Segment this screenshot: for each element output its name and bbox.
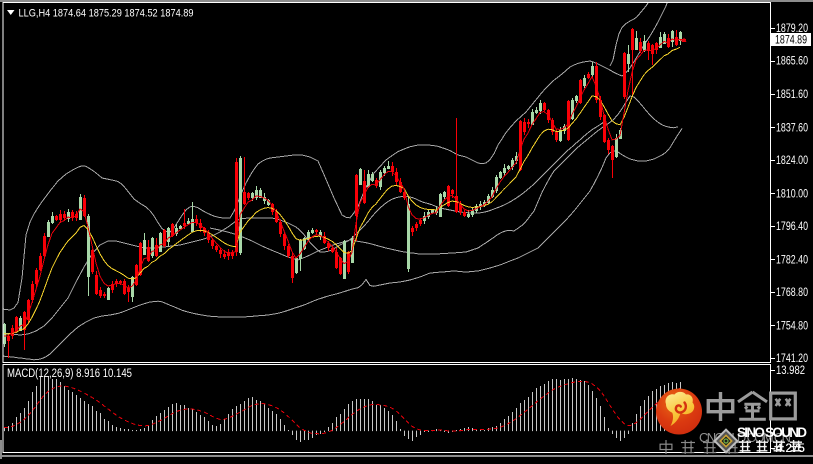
- svg-text:SINO SOUND: SINO SOUND: [737, 425, 807, 440]
- svg-text:1879.20: 1879.20: [776, 23, 808, 35]
- svg-text:LLG,H4 1874.64 1875.29 1874.5: LLG,H4 1874.64 1875.29 1874.52 1874.89: [19, 8, 194, 20]
- svg-text:1865.60: 1865.60: [776, 56, 808, 68]
- svg-text:1851.60: 1851.60: [776, 89, 808, 101]
- svg-text:-4.275: -4.275: [772, 443, 805, 455]
- svg-text:1810.00: 1810.00: [776, 189, 808, 201]
- svg-text:1768.80: 1768.80: [776, 287, 808, 299]
- svg-text:1874.89: 1874.89: [775, 35, 807, 47]
- svg-text:1782.40: 1782.40: [776, 255, 808, 267]
- svg-text:1824.00: 1824.00: [776, 155, 808, 167]
- svg-text:1796.40: 1796.40: [776, 221, 808, 233]
- svg-text:MACD(12,26,9) 8.916 10.145: MACD(12,26,9) 8.916 10.145: [7, 368, 132, 380]
- svg-text:13.982: 13.982: [776, 365, 805, 377]
- svg-text:1837.60: 1837.60: [776, 123, 808, 135]
- svg-text:1754.80: 1754.80: [776, 321, 808, 333]
- svg-text:1741.20: 1741.20: [776, 353, 808, 365]
